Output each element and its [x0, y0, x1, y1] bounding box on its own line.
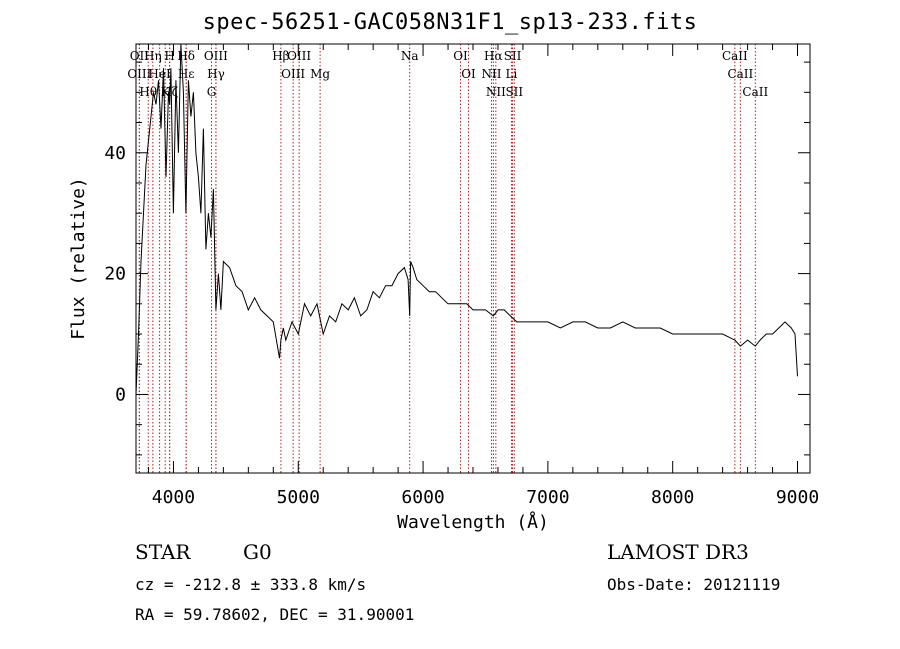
axis-ticks: [136, 44, 810, 473]
line-marker-label: Hα: [484, 49, 503, 63]
line-marker-label: CaII: [727, 67, 753, 81]
line-marker-label: OIII: [127, 67, 151, 81]
line-marker-label: Hγ: [207, 67, 225, 81]
line-marker-label: OII: [130, 49, 150, 63]
spectrum-line: [135, 43, 798, 395]
x-tick-label: 5000: [277, 487, 320, 508]
axis-tick-labels: 4000 5000 6000 7000 8000 9000 0 20 40: [104, 143, 819, 508]
line-marker-label: G: [207, 85, 217, 99]
y-tick-label: 0: [115, 384, 126, 405]
survey-name: LAMOST DR3: [607, 540, 749, 564]
x-axis-label: Wavelength (Å): [397, 511, 549, 533]
line-marker-label: K: [161, 85, 171, 99]
line-marker-label: HeI: [148, 67, 171, 81]
line-marker-label: OIII: [287, 49, 311, 63]
y-axis-label: Flux (relative): [68, 177, 89, 340]
line-marker-label: OI: [453, 49, 468, 63]
line-marker-label: Hβ: [272, 49, 289, 63]
line-marker-label: Hδ: [177, 49, 195, 63]
y-tick-label: 40: [104, 143, 126, 164]
line-marker-label: H: [164, 49, 174, 63]
x-tick-label: 9000: [776, 487, 819, 508]
x-tick-label: 4000: [152, 487, 195, 508]
line-marker-label: Mg: [310, 67, 330, 81]
line-marker-label: OIII: [281, 67, 305, 81]
chart-title: spec-56251-GAC058N31F1_sp13-233.fits: [202, 10, 698, 35]
line-marker-label: OIII: [204, 49, 228, 63]
line-marker-label: CaII: [742, 85, 768, 99]
line-markers: [138, 44, 756, 473]
line-marker-label: SII: [504, 49, 522, 63]
x-tick-label: 7000: [526, 487, 569, 508]
line-marker-labels: OIIOIIIHθHηHeIKHHζHδHεOIIIHγGHβOIIIOIIIM…: [127, 49, 768, 99]
coordinates: RA = 59.78602, DEC = 31.90001: [135, 605, 415, 624]
line-marker-label: SII: [505, 85, 523, 99]
x-tick-label: 6000: [401, 487, 444, 508]
plot-frame: [135, 43, 811, 474]
line-marker-label: Na: [401, 49, 419, 63]
line-marker-label: Hη: [144, 49, 162, 63]
line-marker-label: CaII: [722, 49, 748, 63]
object-class: STAR: [135, 540, 191, 564]
line-marker-label: NII: [481, 67, 501, 81]
object-subclass: G0: [243, 540, 272, 564]
redshift-cz: cz = -212.8 ± 333.8 km/s: [135, 575, 367, 594]
line-marker-label: NII: [486, 85, 506, 99]
line-marker-label: Hθ: [139, 85, 157, 99]
line-marker-label: Li: [506, 67, 518, 81]
y-tick-label: 20: [104, 264, 126, 285]
x-tick-label: 8000: [651, 487, 694, 508]
line-marker-label: OI: [461, 67, 476, 81]
obs-date: Obs-Date: 20121119: [607, 575, 781, 594]
